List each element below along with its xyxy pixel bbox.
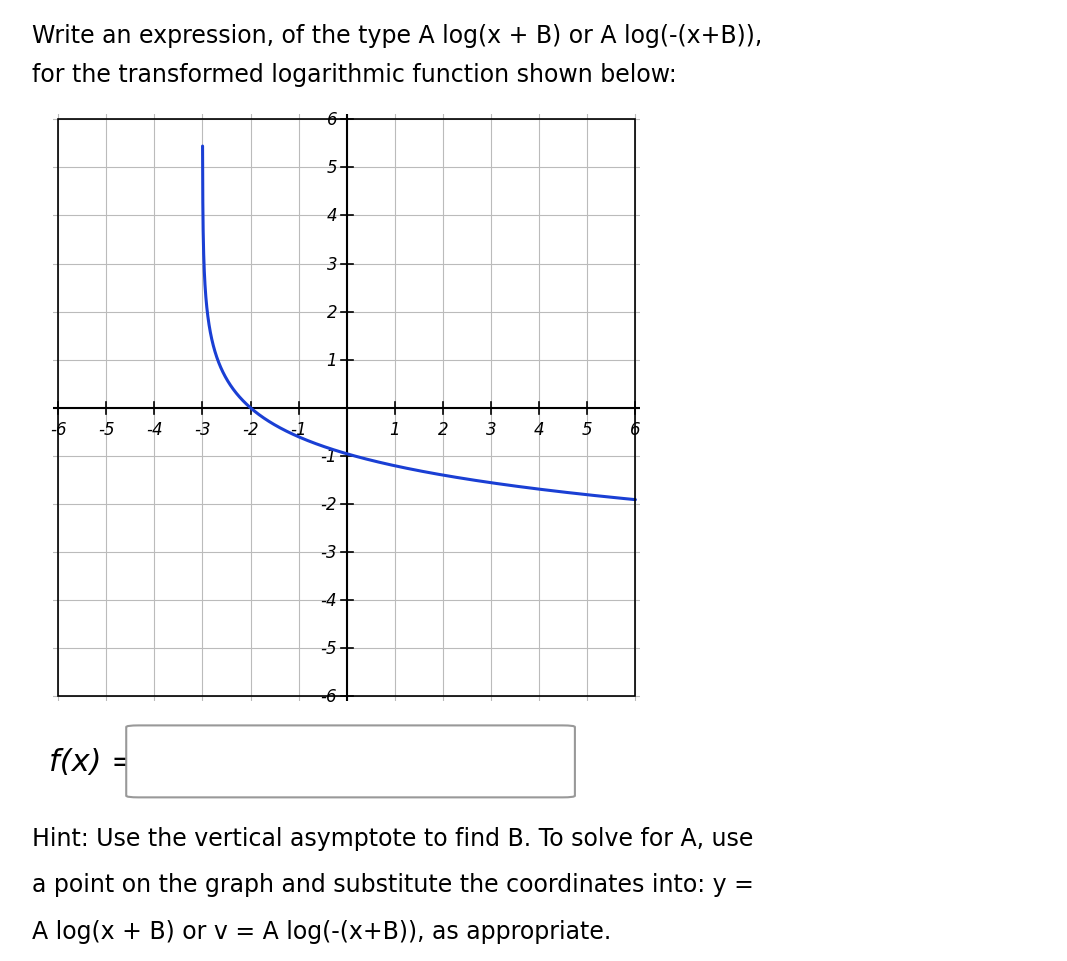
Text: 6: 6	[631, 421, 640, 438]
Text: 5: 5	[327, 160, 337, 177]
Text: 6: 6	[327, 111, 337, 129]
Text: -1: -1	[290, 421, 307, 438]
Text: -2: -2	[320, 496, 337, 513]
Text: -4: -4	[320, 592, 337, 609]
FancyBboxPatch shape	[126, 726, 575, 798]
Text: 2: 2	[327, 304, 337, 321]
Text: -5: -5	[320, 640, 337, 657]
Text: 4: 4	[327, 208, 337, 225]
Text: -5: -5	[98, 421, 114, 438]
Text: 3: 3	[327, 256, 337, 273]
Text: 4: 4	[534, 421, 544, 438]
Text: 5: 5	[582, 421, 592, 438]
Text: -1: -1	[320, 448, 337, 465]
Text: for the transformed logarithmic function shown below:: for the transformed logarithmic function…	[32, 62, 676, 86]
Text: Hint: Use the vertical asymptote to find B. To solve for A, use: Hint: Use the vertical asymptote to find…	[32, 826, 753, 850]
Text: 3: 3	[485, 421, 496, 438]
Text: A log(x + B) or v = A log(-(x+B)), as appropriate.: A log(x + B) or v = A log(-(x+B)), as ap…	[32, 919, 611, 943]
Text: -4: -4	[146, 421, 162, 438]
Text: 1: 1	[389, 421, 400, 438]
Text: -2: -2	[242, 421, 259, 438]
Text: -3: -3	[194, 421, 211, 438]
Text: a point on the graph and substitute the coordinates into: y =: a point on the graph and substitute the …	[32, 873, 754, 897]
Text: -3: -3	[320, 544, 337, 561]
Text: 1: 1	[327, 352, 337, 369]
Text: 2: 2	[437, 421, 448, 438]
Text: Write an expression, of the type A log(x + B) or A log(-(x+B)),: Write an expression, of the type A log(x…	[32, 24, 762, 48]
Text: -6: -6	[320, 688, 337, 705]
Text: -6: -6	[50, 421, 66, 438]
Text: f(x) =: f(x) =	[49, 747, 137, 776]
